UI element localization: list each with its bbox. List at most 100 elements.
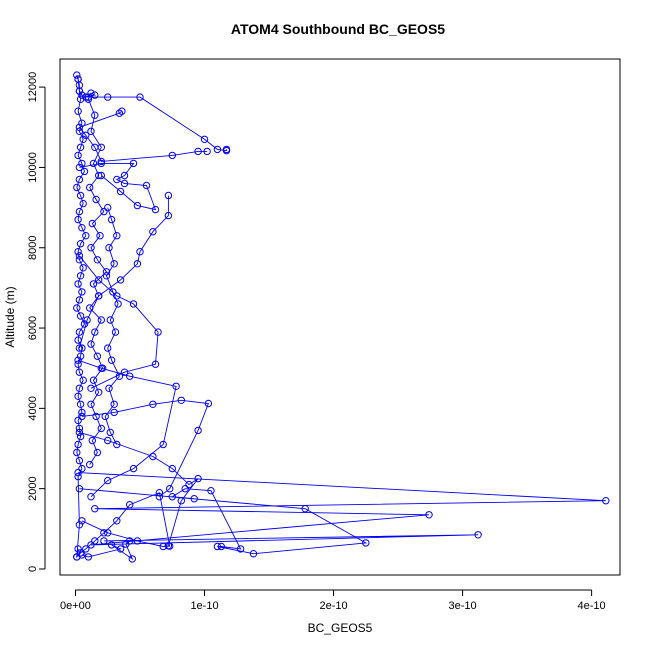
data-point bbox=[79, 199, 87, 208]
data-point bbox=[97, 316, 106, 324]
data-point bbox=[101, 412, 109, 421]
data-point bbox=[168, 493, 177, 501]
data-point bbox=[97, 159, 106, 168]
x-axis: 0e+00 1e-10 2e-10 3e-10 4e-10 bbox=[60, 589, 606, 612]
data-point bbox=[602, 497, 610, 505]
series-line bbox=[79, 162, 157, 211]
data-point bbox=[91, 111, 99, 119]
data-point bbox=[92, 195, 100, 204]
data-point bbox=[105, 244, 113, 252]
data-point bbox=[87, 384, 95, 392]
data-point bbox=[75, 485, 84, 493]
data-point bbox=[129, 159, 138, 168]
data-point bbox=[75, 252, 84, 260]
series-line bbox=[79, 488, 368, 555]
data-point bbox=[87, 127, 95, 136]
data-point bbox=[110, 400, 118, 408]
data-point bbox=[74, 336, 82, 344]
data-point bbox=[74, 75, 82, 83]
x-tick-label: 0e+00 bbox=[60, 600, 91, 612]
data-point bbox=[75, 123, 84, 132]
data-point bbox=[78, 517, 86, 525]
data-point bbox=[86, 183, 94, 192]
data-point bbox=[104, 93, 112, 101]
chart-title: ATOM4 Southbound BC_GEOS5 bbox=[231, 21, 445, 37]
y-tick-label: 2000 bbox=[27, 476, 39, 500]
series-line bbox=[87, 99, 108, 465]
data-point bbox=[87, 89, 95, 97]
data-point bbox=[76, 143, 85, 152]
data-point bbox=[133, 260, 142, 268]
data-point bbox=[84, 95, 93, 103]
data-point bbox=[107, 541, 116, 549]
data-point bbox=[113, 292, 121, 300]
y-tick-label: 12000 bbox=[27, 72, 39, 103]
data-point bbox=[87, 541, 95, 549]
series-line bbox=[79, 431, 199, 546]
data-point bbox=[95, 276, 103, 284]
data-point bbox=[116, 276, 125, 284]
data-point bbox=[75, 384, 84, 392]
data-point bbox=[74, 545, 82, 553]
data-point bbox=[362, 539, 370, 547]
data-point bbox=[213, 145, 222, 154]
data-point bbox=[155, 489, 164, 497]
series-line bbox=[76, 74, 227, 152]
data-point bbox=[75, 127, 84, 136]
y-axis-label: Altitude (m) bbox=[3, 286, 17, 347]
y-tick-label: 0 bbox=[27, 566, 39, 572]
data-point bbox=[78, 344, 86, 352]
data-point bbox=[113, 517, 121, 525]
data-point bbox=[95, 171, 103, 180]
data-point bbox=[76, 272, 85, 280]
data-point bbox=[109, 288, 117, 296]
data-point bbox=[213, 542, 222, 551]
data-point bbox=[126, 372, 134, 380]
data-point bbox=[105, 384, 113, 392]
data-point bbox=[474, 531, 482, 539]
data-point bbox=[100, 207, 108, 216]
series-line bbox=[79, 255, 159, 389]
data-point bbox=[113, 232, 121, 240]
data-point bbox=[107, 356, 116, 364]
series-line bbox=[81, 540, 134, 561]
data-point bbox=[104, 436, 112, 445]
data-point bbox=[82, 131, 90, 140]
data-point bbox=[149, 400, 157, 408]
data-point bbox=[75, 428, 84, 437]
data-point bbox=[78, 224, 86, 232]
data-point bbox=[74, 392, 82, 400]
data-point bbox=[74, 151, 82, 160]
data-point bbox=[115, 109, 124, 117]
data-point bbox=[87, 493, 95, 501]
data-point bbox=[177, 497, 186, 505]
data-point bbox=[75, 456, 84, 465]
x-tick-label: 3e-10 bbox=[449, 600, 477, 612]
series-line bbox=[78, 195, 169, 349]
data-point bbox=[100, 529, 108, 537]
data-point bbox=[95, 388, 103, 396]
data-point bbox=[93, 352, 102, 360]
data-point bbox=[74, 356, 82, 364]
data-point bbox=[425, 511, 433, 519]
series-line bbox=[81, 399, 210, 498]
data-point bbox=[149, 452, 157, 461]
data-point bbox=[88, 436, 97, 445]
data-point bbox=[151, 205, 160, 214]
data-point bbox=[75, 175, 84, 184]
data-point bbox=[75, 344, 84, 352]
data-point bbox=[97, 424, 106, 433]
data-point bbox=[79, 264, 87, 272]
data-point bbox=[164, 211, 173, 220]
data-point bbox=[76, 95, 85, 103]
data-point bbox=[86, 304, 94, 312]
data-point bbox=[73, 448, 81, 457]
data-point bbox=[91, 91, 99, 99]
data-point bbox=[75, 521, 84, 529]
data-point bbox=[84, 553, 93, 561]
data-point bbox=[194, 147, 202, 156]
data-point bbox=[87, 340, 95, 348]
data-point bbox=[136, 248, 144, 256]
data-point bbox=[207, 487, 215, 495]
data-point bbox=[75, 424, 84, 433]
